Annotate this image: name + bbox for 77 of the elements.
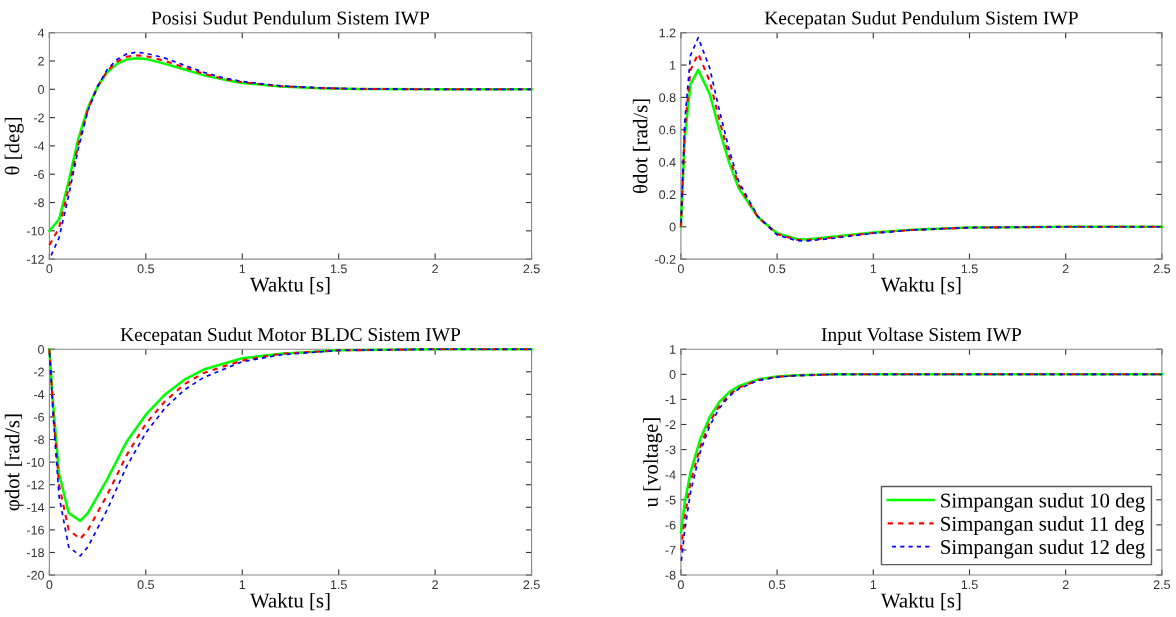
x-tick-label: 1 [239, 264, 246, 274]
chart-title: Input Voltase Sistem IWP [821, 327, 1021, 346]
y-tick-label: 0.8 [659, 93, 676, 103]
y-tick-label: -8 [665, 570, 676, 580]
x-tick-label: 2.5 [523, 264, 540, 274]
x-tick-label: 0 [677, 264, 684, 274]
y-tick-label: 0 [38, 85, 45, 94]
x-tick-label: 1 [239, 580, 246, 589]
x-tick-label: 1.5 [961, 264, 978, 274]
y-tick-label: -2 [665, 420, 676, 430]
y-tick-label: 1.2 [659, 28, 676, 38]
y-tick-label: -3 [665, 445, 676, 455]
chart-title: Kecepatan Sudut Pendulum Sistem IWP [764, 10, 1078, 29]
y-tick-label: -4 [665, 470, 676, 480]
y-axis-title: u [voltage] [643, 418, 663, 508]
y-tick-label: 1 [670, 60, 676, 70]
x-tick-label: 2.5 [523, 580, 540, 590]
x-tick-label: 2 [432, 264, 438, 274]
x-tick-label: 0.5 [137, 580, 154, 590]
x-axis-title: Waktu [s] [880, 277, 961, 295]
y-tick-label: -16 [27, 525, 44, 535]
y-tick-label: 4 [37, 28, 45, 38]
y-tick-label: -2 [33, 113, 44, 123]
y-tick-label: -12 [27, 254, 44, 264]
legend-label: Simpangan sudut 12 deg [941, 539, 1145, 559]
y-tick-label: -0.2 [655, 254, 676, 264]
y-tick-label: 0 [38, 345, 45, 354]
y-axis-title: φdot [rad/s] [4, 414, 24, 511]
y-tick-label: 0.4 [659, 157, 676, 167]
y-tick-label: -20 [27, 570, 45, 580]
y-tick-label: 0 [669, 370, 676, 379]
legend-label: Simpangan sudut 11 deg [941, 516, 1145, 536]
x-tick-label: 0.5 [768, 264, 786, 274]
x-tick-label: 0 [46, 264, 53, 274]
y-tick-label: 0.2 [659, 190, 676, 200]
x-tick-label: 1 [870, 580, 877, 589]
y-tick-label: -1 [665, 395, 676, 404]
y-tick-label: -8 [33, 435, 44, 445]
x-tick-label: 2.5 [1153, 264, 1171, 274]
chart-title: Posisi Sudut Pendulum Sistem IWP [151, 10, 430, 25]
y-axis-title: θdot [rad/s] [632, 99, 651, 194]
y-tick-label: -2 [33, 367, 44, 377]
y-tick-label: -4 [33, 141, 45, 151]
x-axis-title: Waktu [s] [249, 592, 330, 611]
x-axis-title: Waktu [s] [880, 592, 961, 611]
y-tick-label: 0 [669, 222, 676, 232]
y-tick-label: -10 [27, 226, 45, 236]
x-tick-label: 1.5 [961, 580, 978, 590]
y-tick-label: -8 [33, 198, 44, 208]
x-tick-label: 1 [870, 264, 877, 274]
y-tick-label: -6 [33, 412, 44, 422]
chart-title: Kecepatan Sudut Motor BLDC Sistem IWP [120, 327, 461, 346]
y-tick-label: -10 [27, 457, 45, 467]
y-tick-label: -14 [27, 503, 45, 512]
x-tick-label: 1.5 [330, 264, 347, 274]
y-tick-label: -7 [665, 545, 676, 555]
x-tick-label: 2.5 [1153, 580, 1171, 590]
legend-label: Simpangan sudut 10 deg [941, 492, 1145, 512]
y-tick-label: -6 [665, 520, 676, 530]
x-tick-label: 0 [46, 580, 53, 590]
x-tick-label: 2 [1062, 264, 1069, 274]
x-tick-label: 0.5 [768, 580, 786, 590]
y-tick-label: -18 [27, 548, 44, 558]
y-tick-label: -4 [33, 390, 45, 399]
x-axis-title: Waktu [s] [249, 277, 330, 295]
x-tick-label: 2 [432, 580, 438, 589]
x-tick-label: 2 [1062, 580, 1069, 589]
y-tick-label: -12 [27, 480, 44, 490]
x-tick-label: 1.5 [330, 580, 347, 590]
y-axis-title: θ [deg] [4, 117, 24, 175]
y-tick-label: 1 [670, 345, 676, 354]
x-tick-label: 0.5 [137, 264, 154, 274]
y-tick-label: -6 [33, 170, 44, 179]
x-tick-label: 0 [677, 580, 684, 590]
y-tick-label: 0.6 [659, 125, 676, 135]
y-tick-label: -5 [665, 495, 676, 505]
y-tick-label: 2 [38, 56, 44, 66]
